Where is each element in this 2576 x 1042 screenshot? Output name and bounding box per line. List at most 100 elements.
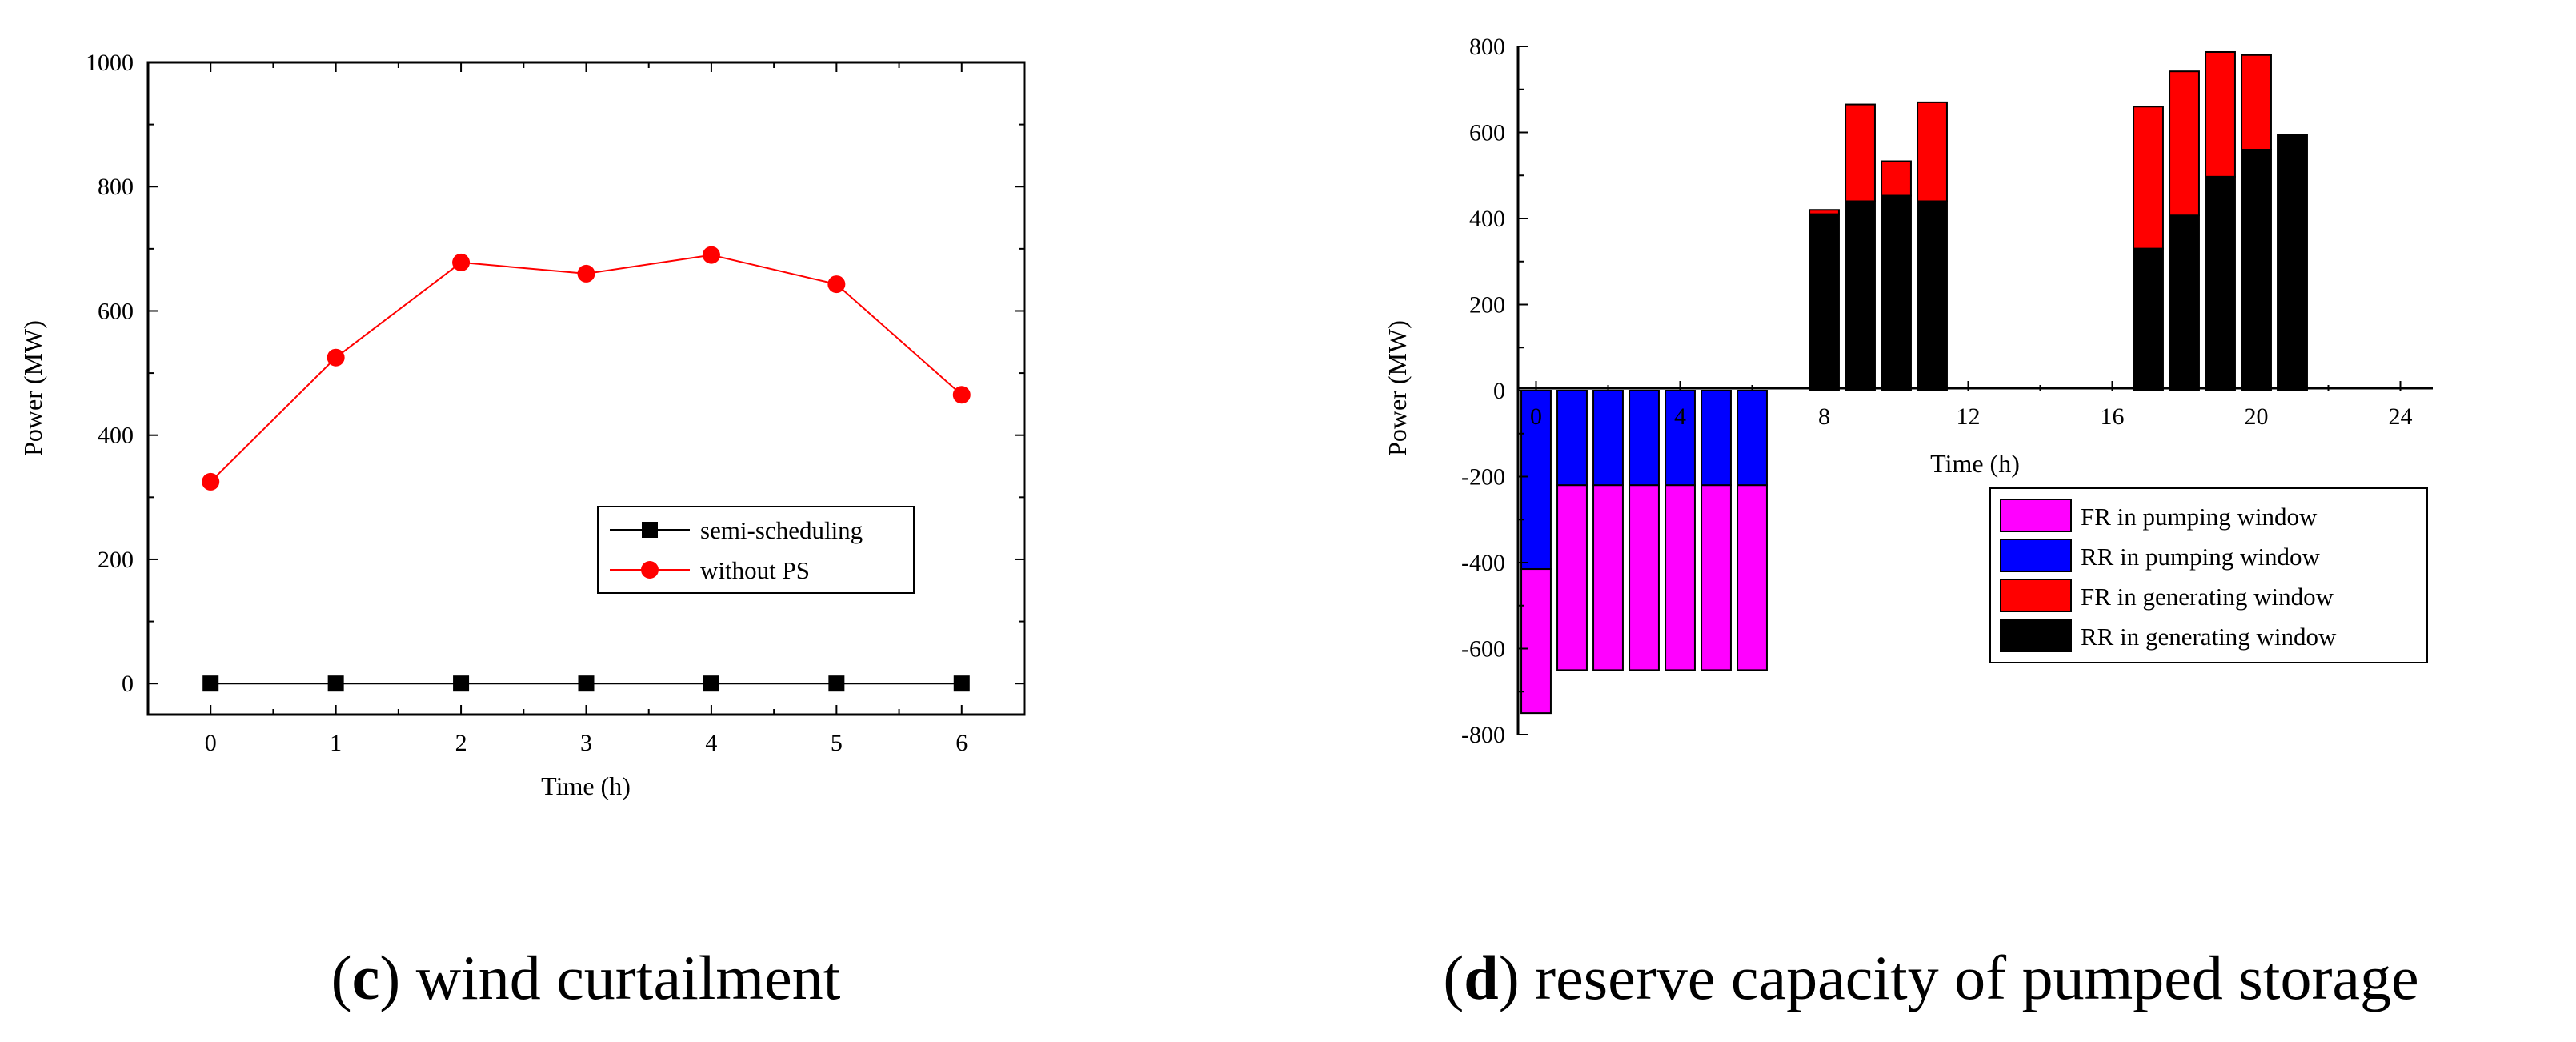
- legend-label-fr-generating: FR in generating window: [2081, 583, 2334, 611]
- bar-rr-in-generating-window: [2277, 134, 2308, 391]
- data-point-semi-scheduling: [202, 675, 219, 692]
- x-tick-label: 0: [205, 730, 217, 756]
- caption-c: (c) wind curtailment: [331, 943, 841, 1012]
- x-tick-label: 0: [1530, 403, 1542, 430]
- y-axis: 0 200 400 600 800 1000: [86, 50, 1024, 697]
- y-tick-label: 1000: [86, 50, 134, 76]
- data-point-without-ps: [827, 275, 846, 294]
- bar-rr-in-pumping-window: [1737, 390, 1768, 487]
- bar-fr-in-pumping-window: [1629, 484, 1660, 671]
- bar-rr-in-generating-window: [1881, 194, 1912, 391]
- legend-marker-square: [642, 522, 658, 538]
- data-point-semi-scheduling: [953, 675, 970, 692]
- legend-label-fr-pumping: FR in pumping window: [2081, 503, 2318, 531]
- legend-label-rr-pumping: RR in pumping window: [2081, 543, 2320, 571]
- bar-fr-in-generating-window: [1809, 209, 1840, 215]
- x-tick-label: 24: [2389, 403, 2413, 430]
- caption-d-letter: d: [1464, 943, 1498, 1012]
- bar-rr-in-pumping-window: [1592, 390, 1624, 487]
- x-tick-label: 12: [1957, 403, 1981, 430]
- y-tick-label: 200: [1469, 292, 1505, 319]
- bar-fr-in-pumping-window: [1737, 484, 1768, 671]
- data-point-without-ps: [202, 472, 220, 491]
- y-tick-label: 800: [1469, 34, 1505, 60]
- data-point-without-ps: [452, 253, 471, 271]
- bar-fr-in-pumping-window: [1701, 484, 1732, 671]
- bar-fr-in-generating-window: [1917, 101, 1948, 202]
- y-axis: -800 -600 -400 -200 0 200 400 600 800: [1461, 34, 1528, 748]
- caption-d: (d) reserve capacity of pumped storage: [1443, 943, 2418, 1012]
- y-tick-label: -600: [1461, 636, 1505, 663]
- legend-swatch-rr-generating: [2000, 619, 2072, 652]
- legend-label-rr-generating: RR in generating window: [2081, 623, 2337, 651]
- y-tick-label: -400: [1461, 550, 1505, 576]
- bar-rr-in-generating-window: [2241, 149, 2272, 391]
- series-line-without-ps: [210, 254, 963, 483]
- legend-label-semi-scheduling: semi-scheduling: [700, 516, 863, 544]
- caption-d-text: reserve capacity of pumped storage: [1535, 943, 2419, 1012]
- bar-fr-in-generating-window: [2169, 70, 2200, 217]
- bar-chart-reserve-capacity: -800 -600 -400 -200 0 200 400 600 800 0 4 8 12 16 20 2…: [1383, 34, 2433, 748]
- x-tick-label: 3: [580, 730, 592, 756]
- plot-frame: [146, 61, 1026, 716]
- bar-fr-in-generating-window: [1881, 160, 1912, 197]
- bar-rr-in-pumping-window: [1701, 390, 1732, 487]
- legend: FR in pumping window RR in pumping windo…: [1989, 487, 2428, 663]
- y-tick-label: 800: [98, 174, 134, 200]
- x-tick-label: 16: [2101, 403, 2125, 430]
- legend-swatch-fr-pumping: [2000, 499, 2072, 532]
- bar-fr-in-generating-window: [1845, 103, 1876, 202]
- x-tick-label: 4: [1674, 403, 1686, 430]
- x-tick-label: 2: [455, 730, 467, 756]
- bar-rr-in-generating-window: [1845, 200, 1876, 391]
- y-tick-label: -800: [1461, 722, 1505, 748]
- legend-box: [597, 506, 915, 594]
- y-tick-label: -200: [1461, 464, 1505, 491]
- y-tick-label: 400: [98, 423, 134, 449]
- legend-swatch-fr-generating: [2000, 579, 2072, 612]
- data-point-semi-scheduling: [703, 675, 719, 692]
- data-point-without-ps: [577, 264, 595, 283]
- y-tick-label: 600: [98, 298, 134, 324]
- bar-fr-in-pumping-window: [1556, 484, 1588, 671]
- bar-rr-in-generating-window: [1917, 200, 1948, 391]
- data-point-semi-scheduling: [327, 675, 344, 692]
- x-axis: 0 4 8 12 16 20 24: [1530, 381, 2413, 430]
- x-tick-label: 4: [705, 730, 717, 756]
- bar-rr-in-generating-window: [2133, 247, 2164, 391]
- x-tick-label: 6: [955, 730, 968, 756]
- bar-fr-in-generating-window: [2133, 106, 2164, 250]
- series-group: [202, 246, 971, 692]
- x-tick-label: 5: [831, 730, 843, 756]
- data-point-without-ps: [952, 386, 971, 404]
- data-point-semi-scheduling: [578, 675, 595, 692]
- x-tick-label: 8: [1818, 403, 1830, 430]
- bars-group: [1520, 50, 2308, 715]
- y-axis-label: Power (MW): [18, 320, 47, 456]
- data-point-without-ps: [327, 348, 345, 367]
- y-tick-label: 0: [1493, 378, 1505, 404]
- legend-marker-circle: [641, 561, 659, 579]
- bar-rr-in-pumping-window: [1556, 390, 1588, 487]
- bar-fr-in-pumping-window: [1665, 484, 1696, 671]
- x-axis-label: Time (h): [1930, 449, 2020, 478]
- legend-label-without-ps: without PS: [700, 556, 810, 584]
- y-tick-label: 600: [1469, 120, 1505, 146]
- bar-rr-in-generating-window: [1809, 213, 1840, 391]
- bar-fr-in-pumping-window: [1520, 568, 1552, 715]
- y-axis-label: Power (MW): [1383, 320, 1412, 456]
- x-tick-label: 20: [2245, 403, 2269, 430]
- legend-swatch-rr-pumping: [2000, 539, 2072, 572]
- data-point-semi-scheduling: [828, 675, 845, 692]
- x-tick-label: 1: [330, 730, 342, 756]
- bar-rr-in-generating-window: [2205, 175, 2236, 392]
- data-point-without-ps: [702, 246, 720, 264]
- bar-rr-in-pumping-window: [1629, 390, 1660, 487]
- bar-fr-in-generating-window: [2205, 50, 2236, 178]
- caption-c-letter: c: [352, 943, 380, 1012]
- legend: semi-scheduling without PS: [597, 506, 915, 594]
- caption-c-text: wind curtailment: [416, 943, 841, 1012]
- bar-fr-in-generating-window: [2241, 54, 2272, 150]
- x-axis-label: Time (h): [541, 771, 631, 800]
